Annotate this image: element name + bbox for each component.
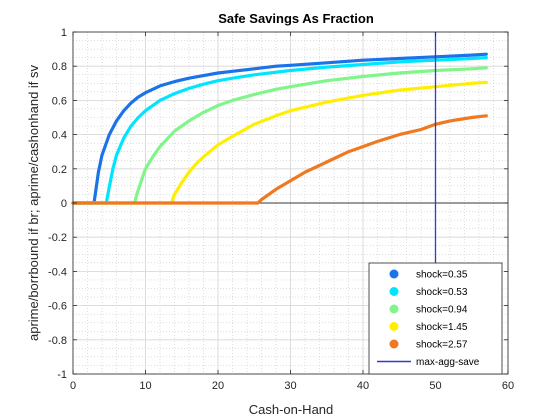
y-tick-label: -0.6 — [48, 301, 67, 313]
x-axis-title: Cash-on-Hand — [249, 402, 334, 417]
x-tick-label: 10 — [139, 380, 151, 392]
y-tick-label: 0.2 — [52, 164, 67, 176]
y-tick-label: 0.4 — [52, 130, 67, 142]
x-tick-label: 0 — [70, 380, 76, 392]
plot-area: 0 10 20 30 40 50 60 -1 -0.8 -0.6 -0.4 -0.2 0 0.2 0.4 0.… — [48, 27, 514, 392]
y-tick-label: 0.8 — [52, 61, 67, 73]
legend-label: shock=0.94 — [416, 305, 468, 316]
y-tick-label: -1 — [57, 369, 67, 381]
x-tick-label: 40 — [357, 380, 369, 392]
x-tick-label: 20 — [212, 380, 224, 392]
legend-marker — [389, 322, 399, 331]
legend-marker — [389, 339, 399, 349]
series-line-0 — [71, 52, 488, 205]
legend-label: shock=1.45 — [416, 322, 468, 333]
x-tick-label: 30 — [284, 380, 296, 392]
y-axis-title: aprime/borrbound if br; aprime/cashonhan… — [26, 64, 41, 341]
y-tick-label: -0.4 — [48, 266, 67, 278]
legend-label: shock=0.53 — [416, 287, 468, 298]
series-line-4 — [71, 114, 488, 205]
y-tick-label: 0.6 — [52, 95, 67, 107]
y-tick-label: -0.2 — [48, 232, 67, 244]
series-line-2 — [71, 66, 488, 205]
legend-label: shock=0.35 — [416, 270, 468, 281]
legend-label: max-agg-save — [416, 357, 480, 368]
chart-title: Safe Savings As Fraction — [218, 11, 374, 26]
legend-box — [368, 262, 503, 375]
y-tick-label: 0 — [61, 198, 67, 210]
legend-marker — [389, 269, 399, 279]
legend-marker — [389, 304, 399, 314]
legend-label: shock=2.57 — [416, 340, 468, 351]
x-tick-label: 50 — [429, 380, 441, 392]
y-tick-label: 1 — [61, 27, 67, 39]
y-tick-label: -0.8 — [48, 335, 67, 347]
legend: shock=0.35 shock=0.53 shock=0.94 shock=1.45… — [368, 262, 503, 375]
legend-marker — [389, 287, 399, 296]
series-line-3 — [71, 80, 488, 205]
x-tick-label: 60 — [502, 380, 514, 392]
series-line-1 — [71, 55, 488, 205]
